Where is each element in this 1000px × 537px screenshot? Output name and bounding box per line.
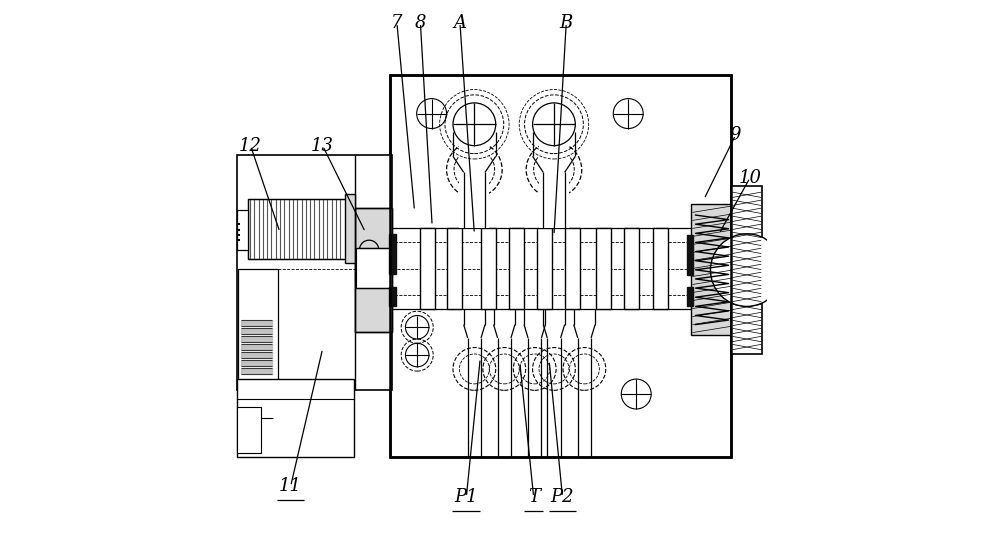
Text: 11: 11: [279, 477, 302, 496]
Polygon shape: [241, 368, 272, 374]
Text: 10: 10: [739, 169, 762, 187]
Bar: [459, 137, 489, 228]
Polygon shape: [241, 344, 272, 350]
Text: 12: 12: [239, 136, 262, 155]
Bar: [390, 75, 731, 456]
Text: T: T: [528, 488, 540, 506]
Polygon shape: [241, 352, 272, 358]
Bar: [356, 248, 390, 288]
Bar: [420, 228, 435, 309]
Text: 7: 7: [391, 14, 403, 32]
Polygon shape: [389, 234, 396, 274]
Bar: [481, 228, 496, 309]
Bar: [355, 208, 392, 331]
Text: P1: P1: [455, 488, 478, 506]
Bar: [248, 199, 347, 259]
Polygon shape: [687, 287, 693, 306]
Bar: [237, 379, 354, 456]
Polygon shape: [241, 320, 272, 325]
Text: A: A: [453, 14, 466, 32]
Text: 8: 8: [415, 14, 426, 32]
Bar: [237, 408, 261, 453]
Bar: [248, 199, 347, 259]
Bar: [565, 228, 580, 309]
Circle shape: [710, 234, 783, 307]
Bar: [238, 268, 278, 383]
Bar: [539, 137, 569, 228]
Polygon shape: [241, 336, 272, 342]
Bar: [537, 228, 552, 309]
Bar: [653, 228, 668, 309]
Bar: [731, 186, 762, 354]
Text: 9: 9: [730, 126, 741, 144]
Bar: [355, 208, 392, 331]
Polygon shape: [241, 360, 272, 366]
Bar: [509, 228, 524, 309]
Text: 13: 13: [311, 136, 334, 155]
Bar: [447, 228, 462, 309]
Polygon shape: [241, 328, 272, 333]
Text: P2: P2: [551, 488, 574, 506]
Bar: [237, 155, 392, 390]
Bar: [237, 210, 248, 250]
Polygon shape: [389, 287, 396, 306]
Bar: [390, 75, 731, 456]
Text: B: B: [560, 14, 573, 32]
Bar: [596, 228, 611, 309]
Bar: [345, 194, 355, 263]
Polygon shape: [687, 235, 693, 275]
Bar: [691, 205, 733, 335]
Bar: [624, 228, 639, 309]
